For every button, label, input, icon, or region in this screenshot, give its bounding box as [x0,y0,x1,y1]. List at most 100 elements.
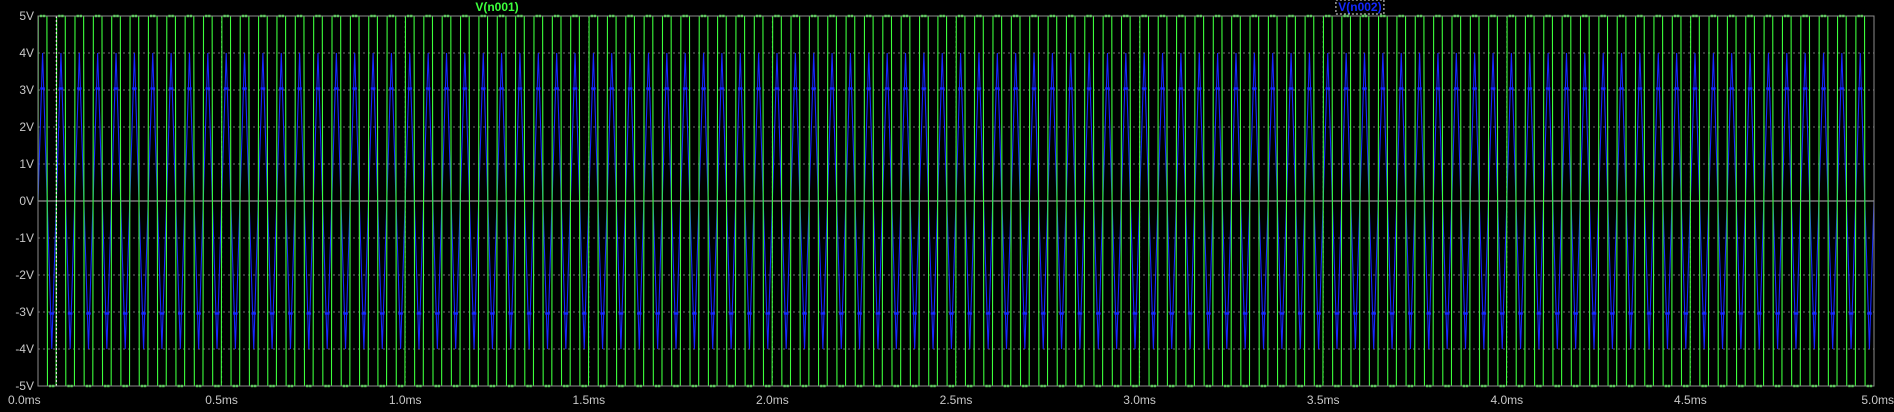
series-point [1812,312,1815,315]
series-point [1180,87,1184,90]
series-point [1658,87,1661,90]
series-point [1444,312,1448,315]
series-point [538,87,541,90]
series-point [499,87,502,90]
series-point [1022,312,1025,315]
series-v-n001- [37,14,1874,388]
series-point [1079,312,1083,315]
series-point [242,87,245,90]
series-point [269,312,273,315]
series-point [189,87,192,90]
series-point [1215,87,1218,90]
series-point [1132,312,1136,315]
series-point [1263,312,1266,315]
series-point [1711,87,1714,90]
series-point [1830,312,1833,315]
series-point [1857,87,1861,90]
series-point [510,312,514,315]
series-point [1428,312,1432,315]
series-point [214,312,218,315]
series-point [299,87,302,90]
series-point [1518,312,1521,315]
series-point [58,87,62,90]
y-tick-label: -4V [15,342,34,356]
series-point [664,87,667,90]
series-point [150,87,153,90]
series-point [1749,87,1753,90]
series-point [1499,312,1503,315]
series-point [765,312,768,315]
series-point [1206,312,1209,315]
series-point [297,87,300,90]
series-point [1573,312,1576,315]
series-point [161,312,165,315]
series-point [1380,87,1383,90]
series-point [1052,87,1055,90]
series-point [1300,312,1303,315]
series-point [756,87,759,90]
series-point [1153,312,1156,315]
series-point [529,312,532,315]
series-point [1408,312,1411,315]
series-point [1224,312,1227,315]
series-point [1290,87,1294,90]
series-point [786,312,789,315]
series-point [584,312,587,315]
series-point [1584,87,1588,90]
series-point [636,312,640,315]
series-point [1566,87,1569,90]
series-point [418,312,422,315]
x-tick-label: 1.0ms [389,393,422,407]
series-point [391,87,394,90]
series-point [730,312,734,315]
series-point [223,87,227,90]
series-point [811,87,814,90]
series-point [1454,87,1457,90]
x-tick-label: 3.5ms [1307,393,1340,407]
series-point [850,87,853,90]
series-point [1520,312,1523,315]
x-tick-label: 1.5ms [572,393,605,407]
series-point [740,87,743,90]
y-tick-label: 3V [19,83,34,97]
series-point [710,312,713,315]
series-point [233,312,236,315]
series-point [370,87,374,90]
series-point [703,87,706,90]
y-tick-label: -5V [15,379,34,393]
series-point [306,312,309,315]
series-point [1171,312,1175,315]
series-point [168,87,172,90]
series-point [435,312,438,315]
series-point [857,312,860,315]
series-point [758,87,761,90]
series-point [317,87,321,90]
series-point [1006,312,1009,315]
series-point [1362,87,1365,90]
series-point [896,312,899,315]
series-point [407,87,410,90]
series-point [1114,312,1117,315]
series-point [1353,312,1356,315]
series-point [1417,87,1420,90]
series-point [1270,87,1273,90]
series-point [519,87,523,90]
series-point [1729,87,1732,90]
series-point [334,87,337,90]
series-point [921,87,924,90]
x-tick-label: 0.5ms [205,393,238,407]
series-point [1373,312,1376,315]
series-point [1217,87,1220,90]
series-point [1343,87,1347,90]
series-point [1848,312,1852,315]
series-point [324,312,328,315]
series-point [389,87,392,90]
series-point [1033,87,1037,90]
series-point [1398,87,1402,90]
series-point [1805,87,1808,90]
series-point [574,87,578,90]
series-point [79,87,82,90]
series-point [838,312,842,315]
y-tick-label: 5V [19,9,34,23]
